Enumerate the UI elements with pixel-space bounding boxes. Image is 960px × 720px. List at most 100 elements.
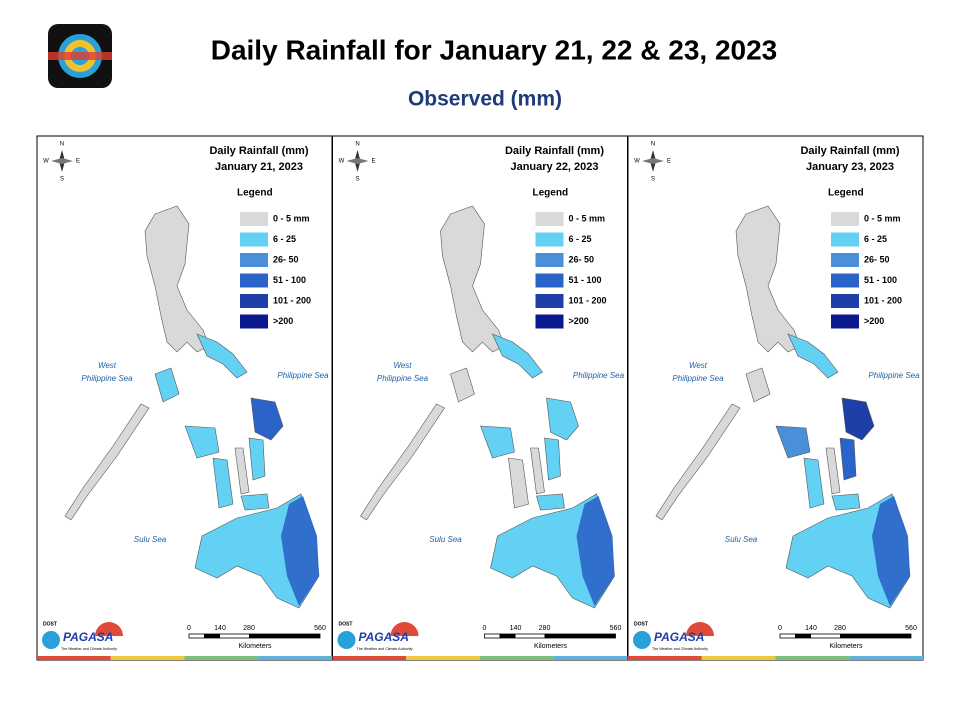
legend-label: >200 <box>569 316 589 326</box>
scale-unit: Kilometers <box>829 643 863 650</box>
legend-swatch <box>240 212 268 226</box>
logo-tagline: The Weather and Climate Authority <box>652 647 708 651</box>
compass-label: S <box>651 177 655 183</box>
legend-label: >200 <box>273 316 293 326</box>
legend-swatch <box>240 253 268 267</box>
island <box>775 425 811 459</box>
compass-rose <box>51 158 73 164</box>
color-stripe <box>775 656 850 660</box>
scale-bar <box>204 634 220 638</box>
rain-zone <box>872 496 910 606</box>
map-heading: Daily Rainfall (mm) <box>800 145 899 157</box>
legend-label: >200 <box>864 316 884 326</box>
legend-swatch <box>831 212 859 226</box>
logo-umbrella <box>95 622 123 636</box>
compass-label: E <box>76 159 80 165</box>
island <box>212 457 234 509</box>
color-stripe <box>480 656 554 660</box>
island <box>839 437 857 481</box>
compass: N S W E <box>339 142 376 183</box>
rain-zone <box>281 496 319 606</box>
map-heading: Daily Rainfall (mm) <box>505 145 604 157</box>
legend-swatch <box>535 212 564 226</box>
sea-label: Sulu Sea <box>725 535 758 544</box>
legend-label: 6 - 25 <box>569 234 592 244</box>
legend-swatch <box>831 232 859 247</box>
subtitle: Observed (mm) <box>408 88 562 111</box>
scale-label: 560 <box>610 625 622 632</box>
legend-label: 26- 50 <box>273 254 299 264</box>
scale-label: 280 <box>834 625 846 632</box>
legend-swatch <box>240 273 268 288</box>
compass-label: S <box>60 177 64 183</box>
island <box>735 205 801 353</box>
legend-swatch <box>240 232 268 247</box>
legend-swatch <box>831 273 859 288</box>
map-panel: N S W E Daily Rainfall (mm) January 23, 2023 L… <box>627 135 924 661</box>
color-stripe <box>406 656 480 660</box>
compass-label: N <box>355 142 359 148</box>
legend-title: Legend <box>237 188 273 199</box>
sea-label: West <box>393 361 412 370</box>
scale-label: 0 <box>187 625 191 632</box>
island <box>450 367 475 403</box>
scale-label: 140 <box>805 625 817 632</box>
scale-label: 140 <box>510 625 522 632</box>
legend-swatch <box>831 294 859 308</box>
island <box>787 333 839 379</box>
island <box>360 403 445 521</box>
sea-label: Sulu Sea <box>134 535 167 544</box>
island <box>144 205 210 353</box>
scale-bar <box>499 634 516 638</box>
sea-label: Philippine Sea <box>277 371 329 380</box>
island <box>831 493 861 511</box>
agency-logo: DOST PAGASA The Weather and Climate Author… <box>42 621 123 651</box>
logo-emblem <box>337 631 356 649</box>
color-stripe <box>628 656 702 660</box>
sea-label: West <box>98 361 117 370</box>
legend-label: 6 - 25 <box>273 234 296 244</box>
island <box>154 367 180 403</box>
legend-swatch <box>535 294 564 308</box>
island <box>544 437 561 481</box>
island <box>536 493 565 511</box>
map-date: January 23, 2023 <box>806 161 894 173</box>
logo-umbrella <box>686 622 714 636</box>
color-stripe <box>701 656 776 660</box>
scale-bar <box>795 634 811 638</box>
island <box>64 403 150 521</box>
compass-label: W <box>634 159 640 165</box>
map-date: January 22, 2023 <box>510 161 598 173</box>
island <box>745 367 771 403</box>
logo-emblem <box>42 631 60 649</box>
island <box>248 437 266 481</box>
legend-label: 101 - 200 <box>273 295 311 305</box>
scale-bar <box>544 634 616 638</box>
logo-brand: PAGASA <box>63 630 113 644</box>
sea-label: Philippine Sea <box>81 374 133 383</box>
island <box>546 397 579 441</box>
logo-agency: DOST <box>634 621 648 627</box>
color-stripe <box>332 656 407 660</box>
color-stripe <box>110 656 185 660</box>
legend-swatch <box>831 314 859 329</box>
color-stripe <box>184 656 259 660</box>
compass: N S W E <box>43 142 80 183</box>
compass-rose <box>642 158 664 164</box>
legend-swatch <box>535 232 564 247</box>
island <box>491 333 543 379</box>
logo-tagline: The Weather and Climate Authority <box>61 647 117 651</box>
island <box>184 425 220 459</box>
legend-label: 6 - 25 <box>864 234 887 244</box>
agency-logo: DOST PAGASA The Weather and Climate Author… <box>337 621 419 651</box>
legend-label: 101 - 200 <box>569 295 607 305</box>
island <box>530 447 545 495</box>
compass-label: N <box>651 142 655 148</box>
logo-agency: DOST <box>339 621 353 627</box>
legend-swatch <box>831 253 859 267</box>
agency-logo: DOST PAGASA The Weather and Climate Author… <box>633 621 714 651</box>
logo-brand: PAGASA <box>654 630 704 644</box>
header-logo <box>48 24 112 88</box>
island <box>440 205 505 353</box>
compass: N S W E <box>634 142 671 183</box>
